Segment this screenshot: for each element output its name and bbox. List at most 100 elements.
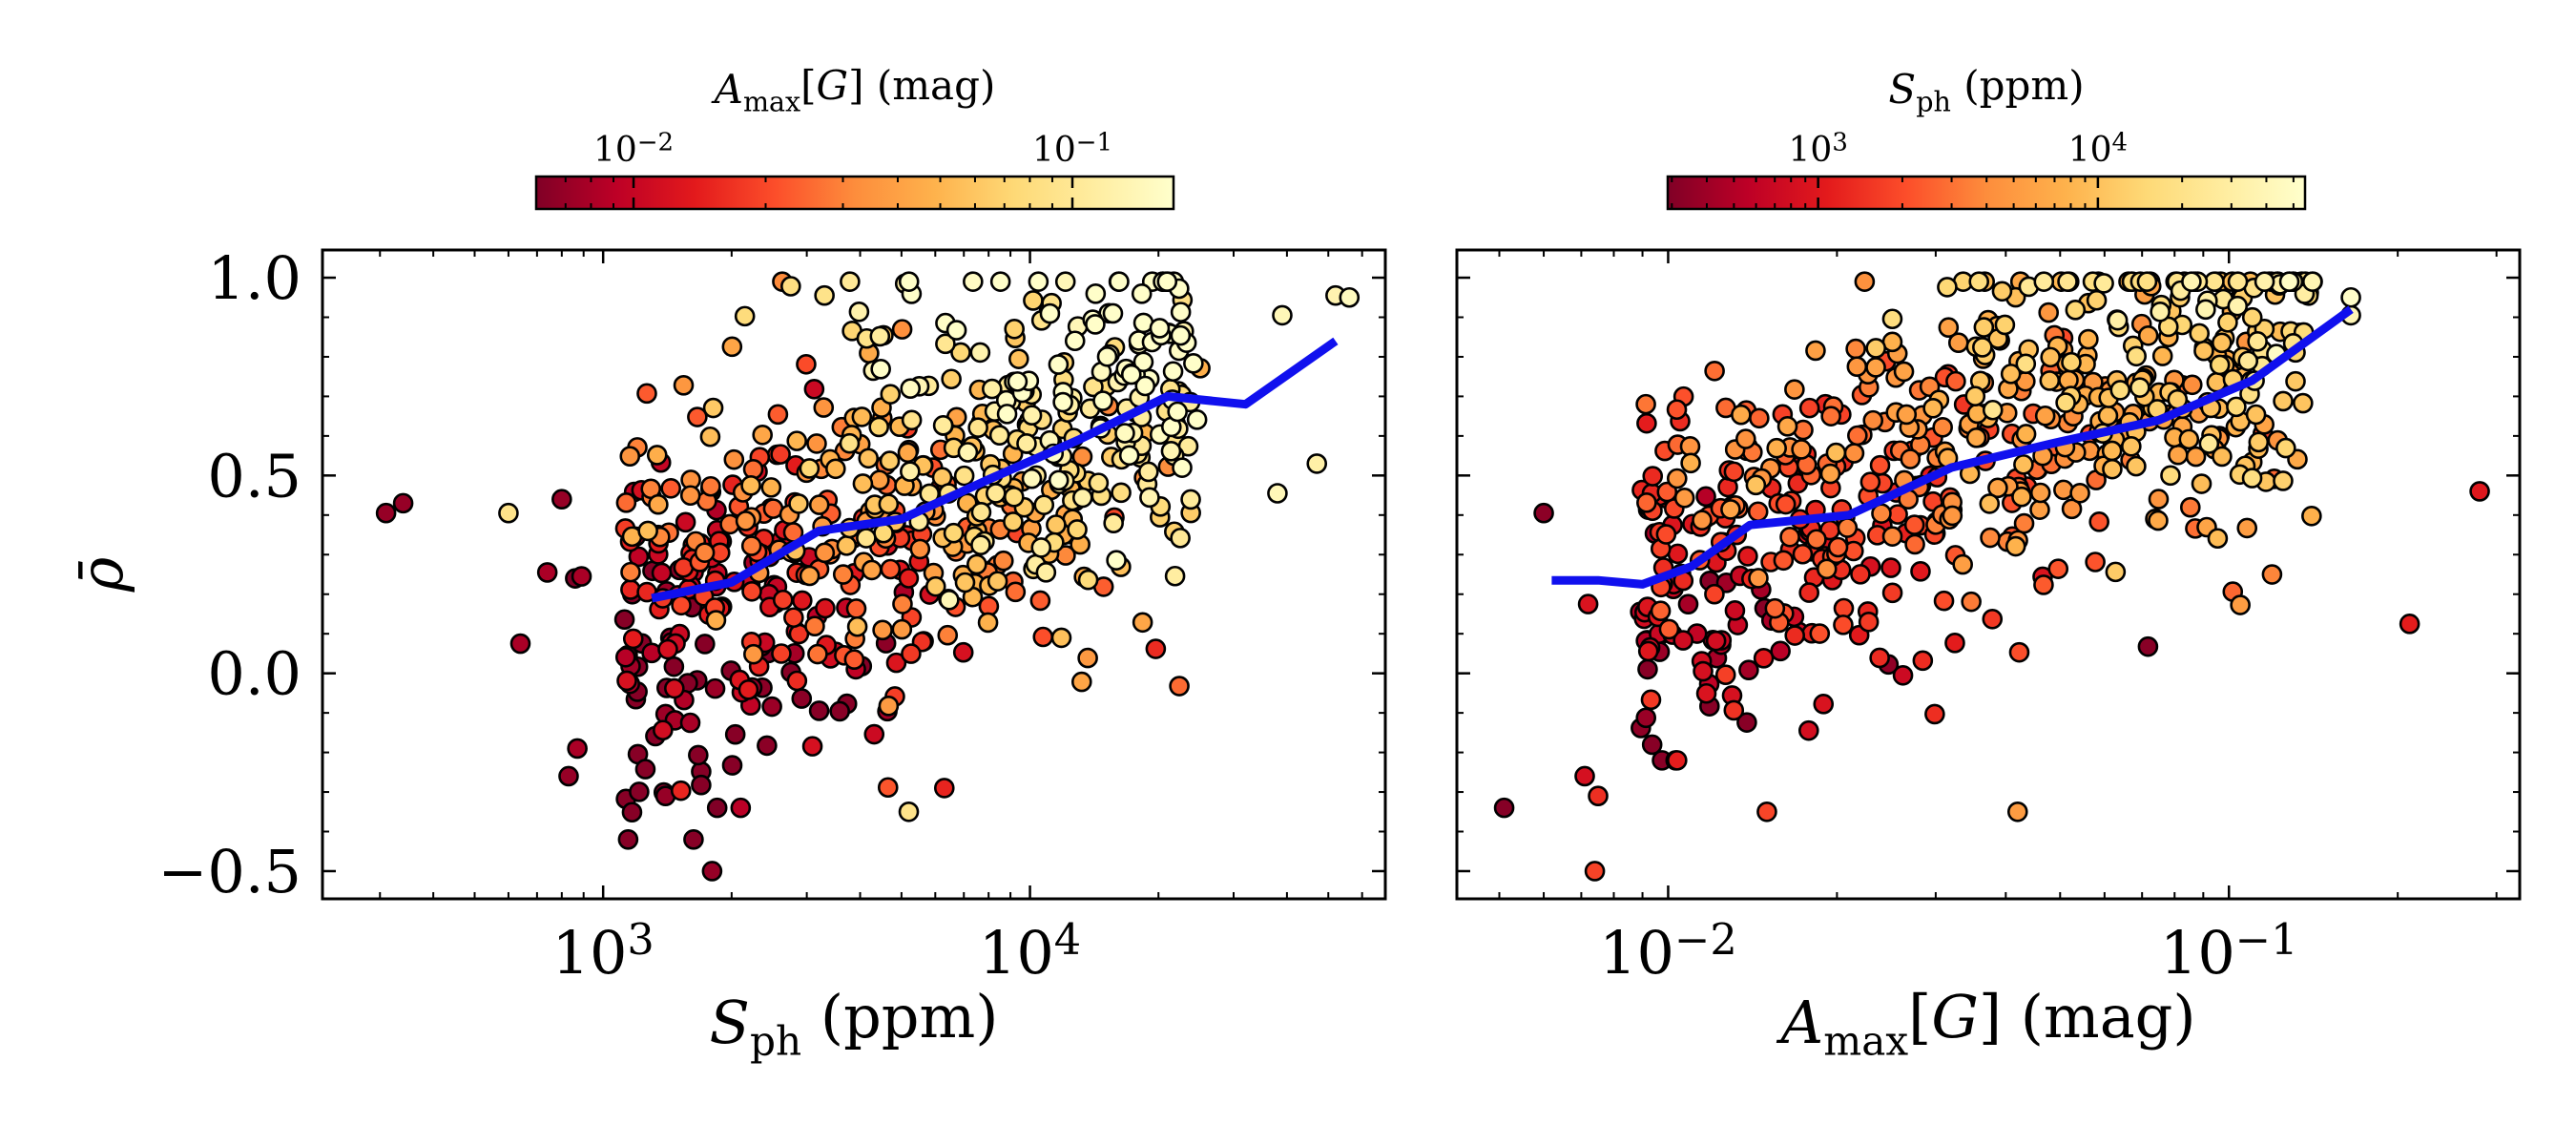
scatter-points	[375, 271, 1361, 882]
data-point	[2029, 499, 2050, 520]
data-point	[806, 433, 827, 454]
data-point	[1797, 719, 1819, 741]
data-point	[1737, 546, 1758, 567]
data-point	[1267, 483, 1288, 504]
data-point	[1071, 487, 1093, 509]
data-point	[1111, 482, 1132, 504]
data-point	[567, 738, 588, 760]
data-point	[2136, 271, 2158, 292]
data-point	[924, 575, 946, 597]
data-point	[701, 861, 723, 882]
data-point	[1132, 612, 1153, 634]
data-point	[498, 502, 519, 524]
data-point	[723, 448, 745, 470]
data-point	[815, 597, 836, 619]
data-point	[1693, 660, 1714, 682]
data-point	[2399, 614, 2420, 635]
data-point	[2191, 473, 2212, 494]
data-point	[1672, 630, 1693, 651]
data-point	[622, 628, 644, 650]
colorbar-label: Amax[G] (mag)	[711, 62, 996, 118]
data-point	[1637, 640, 1659, 662]
data-point	[375, 502, 397, 524]
data-point	[846, 615, 868, 637]
data-point	[825, 458, 846, 480]
data-point	[2015, 353, 2037, 375]
data-point	[2278, 271, 2300, 292]
data-point	[1735, 428, 1756, 449]
data-point	[1170, 528, 1191, 549]
data-point	[1656, 481, 1678, 503]
data-point	[694, 542, 716, 563]
data-point	[900, 378, 922, 399]
data-point	[937, 624, 959, 646]
data-point	[2211, 332, 2233, 354]
data-point	[953, 465, 975, 487]
data-point	[657, 638, 678, 660]
data-point	[1837, 517, 1859, 538]
data-point	[1932, 417, 1953, 438]
data-point	[2107, 309, 2129, 331]
data-point	[1714, 664, 1736, 686]
data-point	[2047, 558, 2069, 579]
data-point	[1952, 553, 1973, 575]
data-point	[1636, 412, 1657, 434]
data-point	[2105, 561, 2127, 583]
data-point	[2247, 331, 2268, 352]
data-point	[1164, 565, 1186, 587]
data-point	[941, 368, 962, 390]
x-tick-label: 104	[979, 915, 1081, 988]
data-point	[1077, 569, 1099, 591]
data-point	[891, 319, 913, 340]
data-point	[1007, 371, 1028, 392]
data-point	[2137, 635, 2159, 657]
trend-line	[651, 337, 1339, 603]
data-point	[509, 633, 531, 655]
data-point	[2011, 486, 2032, 508]
data-point	[2273, 470, 2294, 491]
data-point	[1658, 618, 1680, 640]
data-point	[619, 446, 641, 467]
data-point	[1642, 466, 1664, 487]
data-point	[1064, 330, 1086, 352]
data-point	[1816, 558, 1838, 580]
data-point	[1692, 510, 1713, 531]
data-point	[2053, 479, 2074, 501]
data-point	[679, 485, 701, 507]
data-point	[675, 511, 696, 533]
data-point	[2000, 364, 2022, 385]
y-tick-label: −0.5	[157, 837, 301, 906]
data-point	[1186, 409, 1208, 430]
data-point	[801, 736, 823, 757]
data-point	[1032, 626, 1054, 648]
data-point	[614, 646, 636, 668]
data-point	[706, 797, 728, 819]
colorbar-tick-label: 104	[2068, 128, 2128, 170]
data-point	[1820, 406, 1841, 427]
data-point	[852, 473, 874, 494]
data-point	[829, 700, 850, 722]
data-point	[901, 409, 923, 431]
data-point	[2150, 301, 2171, 323]
data-point	[620, 579, 641, 600]
data-point	[1028, 271, 1049, 292]
data-point	[392, 492, 414, 514]
data-point	[1775, 493, 1797, 515]
data-point	[1048, 354, 1070, 375]
data-point	[2245, 404, 2267, 426]
data-point	[796, 353, 817, 375]
x-axis-label: Sph (ppm)	[710, 982, 999, 1065]
data-point	[1784, 625, 1806, 646]
trend-line	[1551, 305, 2354, 589]
data-point	[1118, 445, 1140, 467]
data-point	[1972, 337, 1993, 358]
data-point	[957, 442, 979, 463]
data-point	[869, 469, 890, 490]
data-point	[1766, 437, 1787, 459]
data-point	[1673, 488, 1695, 509]
data-point	[1641, 734, 1663, 756]
data-point	[880, 558, 902, 580]
data-point	[1088, 472, 1110, 493]
data-point	[1650, 600, 1672, 622]
data-point	[1183, 353, 1204, 374]
